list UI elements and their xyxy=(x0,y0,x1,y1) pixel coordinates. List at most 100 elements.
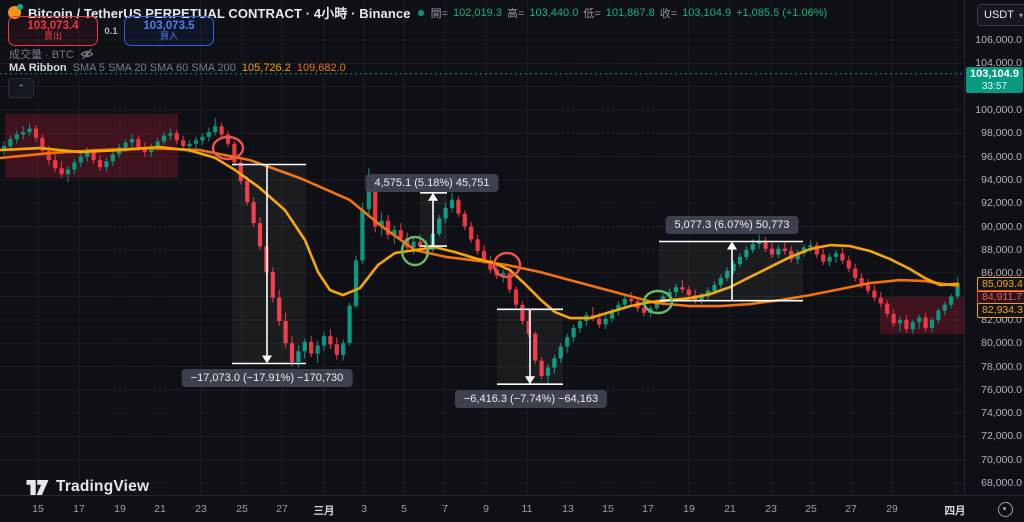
circle-drawings[interactable] xyxy=(211,135,674,315)
price-tick: 78,000.0 xyxy=(981,360,1022,373)
sma20-line[interactable] xyxy=(0,145,960,320)
time-tick: 17 xyxy=(73,503,85,515)
current-price-value: 103,104.9 xyxy=(970,67,1019,80)
measure-label[interactable]: 5,077.3 (6.07%) 50,773 xyxy=(665,216,799,234)
time-tick: 27 xyxy=(845,503,857,515)
time-tick: 11 xyxy=(521,503,533,515)
time-tick: 9 xyxy=(483,503,489,515)
spread-value: 0.1 xyxy=(104,25,118,37)
buy-button[interactable]: 103,073.5 買入 xyxy=(124,16,214,46)
eye-off-icon[interactable] xyxy=(80,48,94,60)
time-tick: 19 xyxy=(114,503,126,515)
time-tick: 3 xyxy=(361,503,367,515)
high-label: 高= xyxy=(506,7,525,20)
price-tick: 68,000.0 xyxy=(981,477,1022,490)
bitcoin-logo-icon xyxy=(8,4,23,19)
sell-price: 103,073.4 xyxy=(27,19,79,32)
buy-label: 買入 xyxy=(159,31,178,42)
ohlc-values: 開= 102,019.3 高= 103,440.0 低= 101,867.8 收= 10… xyxy=(431,5,828,21)
symbol-header: Bitcoin / TetherUS PERPETUAL CONTRACT · … xyxy=(8,3,827,22)
currency-label: USDT xyxy=(984,9,1014,21)
price-tick: 90,000.0 xyxy=(981,220,1022,233)
buy-price: 103,073.5 xyxy=(143,19,195,32)
close-value: 103,104.9 xyxy=(682,6,732,19)
highlight-boxes[interactable] xyxy=(5,114,964,334)
time-tick: 23 xyxy=(765,503,777,515)
order-panel: 103,073.4 賣出 0.1 103,073.5 買入 xyxy=(8,16,214,46)
change-value: +1,085.5 (+1.06%) xyxy=(736,6,828,19)
time-axis[interactable]: 15 17 19 21 23 25 27 三月 3 5 7 9 11 13 15 17 19 21 23 25 27 29… xyxy=(0,495,1024,522)
open-label: 開= xyxy=(430,7,449,20)
time-tick: 7 xyxy=(442,503,448,515)
symbol-title[interactable]: Bitcoin / TetherUS PERPETUAL CONTRACT · … xyxy=(28,6,411,21)
close-label: 收= xyxy=(659,7,678,20)
price-tick: 76,000.0 xyxy=(981,383,1022,396)
axis-settings-icon[interactable] xyxy=(998,502,1013,517)
volume-label: 成交量 · BTC xyxy=(9,49,74,61)
candlestick-chart[interactable] xyxy=(0,0,964,495)
price-tick: 88,000.0 xyxy=(981,243,1022,256)
sma60-line[interactable] xyxy=(0,146,960,308)
price-tick: 100,000.0 xyxy=(975,104,1022,116)
chevron-up-icon: ⌃ xyxy=(17,82,25,93)
ma-ribbon-value-2: 109,682.0 xyxy=(296,62,346,74)
low-value: 101,867.8 xyxy=(605,6,655,19)
time-tick: 21 xyxy=(724,503,736,515)
tradingview-watermark[interactable]: TradingView xyxy=(26,478,149,496)
time-tick: 21 xyxy=(154,503,166,515)
price-tick: 96,000.0 xyxy=(981,150,1022,163)
ma-ribbon-legend[interactable]: MA Ribbon SMA 5 SMA 20 SMA 60 SMA 200 10… xyxy=(9,62,346,74)
currency-dropdown[interactable]: USDT ▾ xyxy=(977,4,1024,26)
time-tick: 三月 xyxy=(313,505,335,517)
measure-label[interactable]: 4,575.1 (5.18%) 45,751 xyxy=(365,174,499,192)
tradingview-logo-icon xyxy=(26,479,49,495)
bar-countdown: 33:57 xyxy=(981,80,1008,92)
time-tick: 27 xyxy=(276,503,288,515)
time-tick: 23 xyxy=(195,503,207,515)
time-tick: 25 xyxy=(236,503,248,515)
sell-label: 賣出 xyxy=(43,31,62,42)
price-tick: 98,000.0 xyxy=(981,127,1022,140)
time-tick: 17 xyxy=(642,503,654,515)
price-tick: 106,000.0 xyxy=(975,34,1022,46)
measure-label[interactable]: −17,073.0 (−17.91%) −170,730 xyxy=(181,369,353,387)
price-tick: 74,000.0 xyxy=(981,407,1022,420)
time-tick: 15 xyxy=(602,503,614,515)
ma-price-label: 84,911.7 xyxy=(977,290,1024,305)
grid-lines xyxy=(0,0,964,495)
market-status-dot-icon xyxy=(417,9,424,16)
volume-legend[interactable]: 成交量 · BTC xyxy=(9,46,94,62)
price-tick: 70,000.0 xyxy=(981,453,1022,466)
low-label: 低= xyxy=(583,7,601,20)
time-tick: 25 xyxy=(805,503,817,515)
time-tick: 13 xyxy=(562,503,574,515)
sell-button[interactable]: 103,073.4 賣出 xyxy=(8,16,98,46)
price-tick: 72,000.0 xyxy=(981,430,1022,443)
current-price-label: 103,104.9 33:57 xyxy=(966,66,1023,93)
price-tick: 92,000.0 xyxy=(981,197,1022,210)
price-tick: 86,000.0 xyxy=(981,267,1022,280)
price-axis[interactable]: 106,000.0 104,000.0 100,000.0 98,000.0 96,00… xyxy=(964,0,1024,495)
price-tick: 94,000.0 xyxy=(981,173,1022,186)
chevron-down-icon: ▾ xyxy=(1018,10,1023,20)
time-tick: 5 xyxy=(401,503,407,515)
ma-price-label: 82,934.3 xyxy=(977,303,1024,318)
watermark-text: TradingView xyxy=(56,478,150,495)
measure-label[interactable]: −6,416.3 (−7.74%) −64,163 xyxy=(454,390,608,408)
price-tick: 80,000.0 xyxy=(981,337,1022,350)
measure-drawings[interactable] xyxy=(232,163,803,386)
ma-price-label: 85,093.4 xyxy=(977,277,1024,292)
price-tick: 104,000.0 xyxy=(975,57,1022,70)
ma-ribbon-title: MA Ribbon xyxy=(9,62,67,74)
time-tick: 19 xyxy=(683,503,695,515)
legend-collapse-button[interactable]: ⌃ xyxy=(8,78,34,98)
time-tick: 15 xyxy=(32,503,44,515)
ma-ribbon-params: SMA 5 SMA 20 SMA 60 SMA 200 xyxy=(72,62,236,74)
drawing-labels-layer: −17,073.0 (−17.91%) −170,730 4,575.1 (5.1… xyxy=(181,174,799,408)
ma-ribbon-value-1: 105,726.2 xyxy=(241,62,291,74)
time-tick: 29 xyxy=(886,503,898,515)
time-tick: 四月 xyxy=(944,505,966,517)
open-value: 102,019.3 xyxy=(453,6,502,19)
high-value: 103,440.0 xyxy=(529,6,579,19)
